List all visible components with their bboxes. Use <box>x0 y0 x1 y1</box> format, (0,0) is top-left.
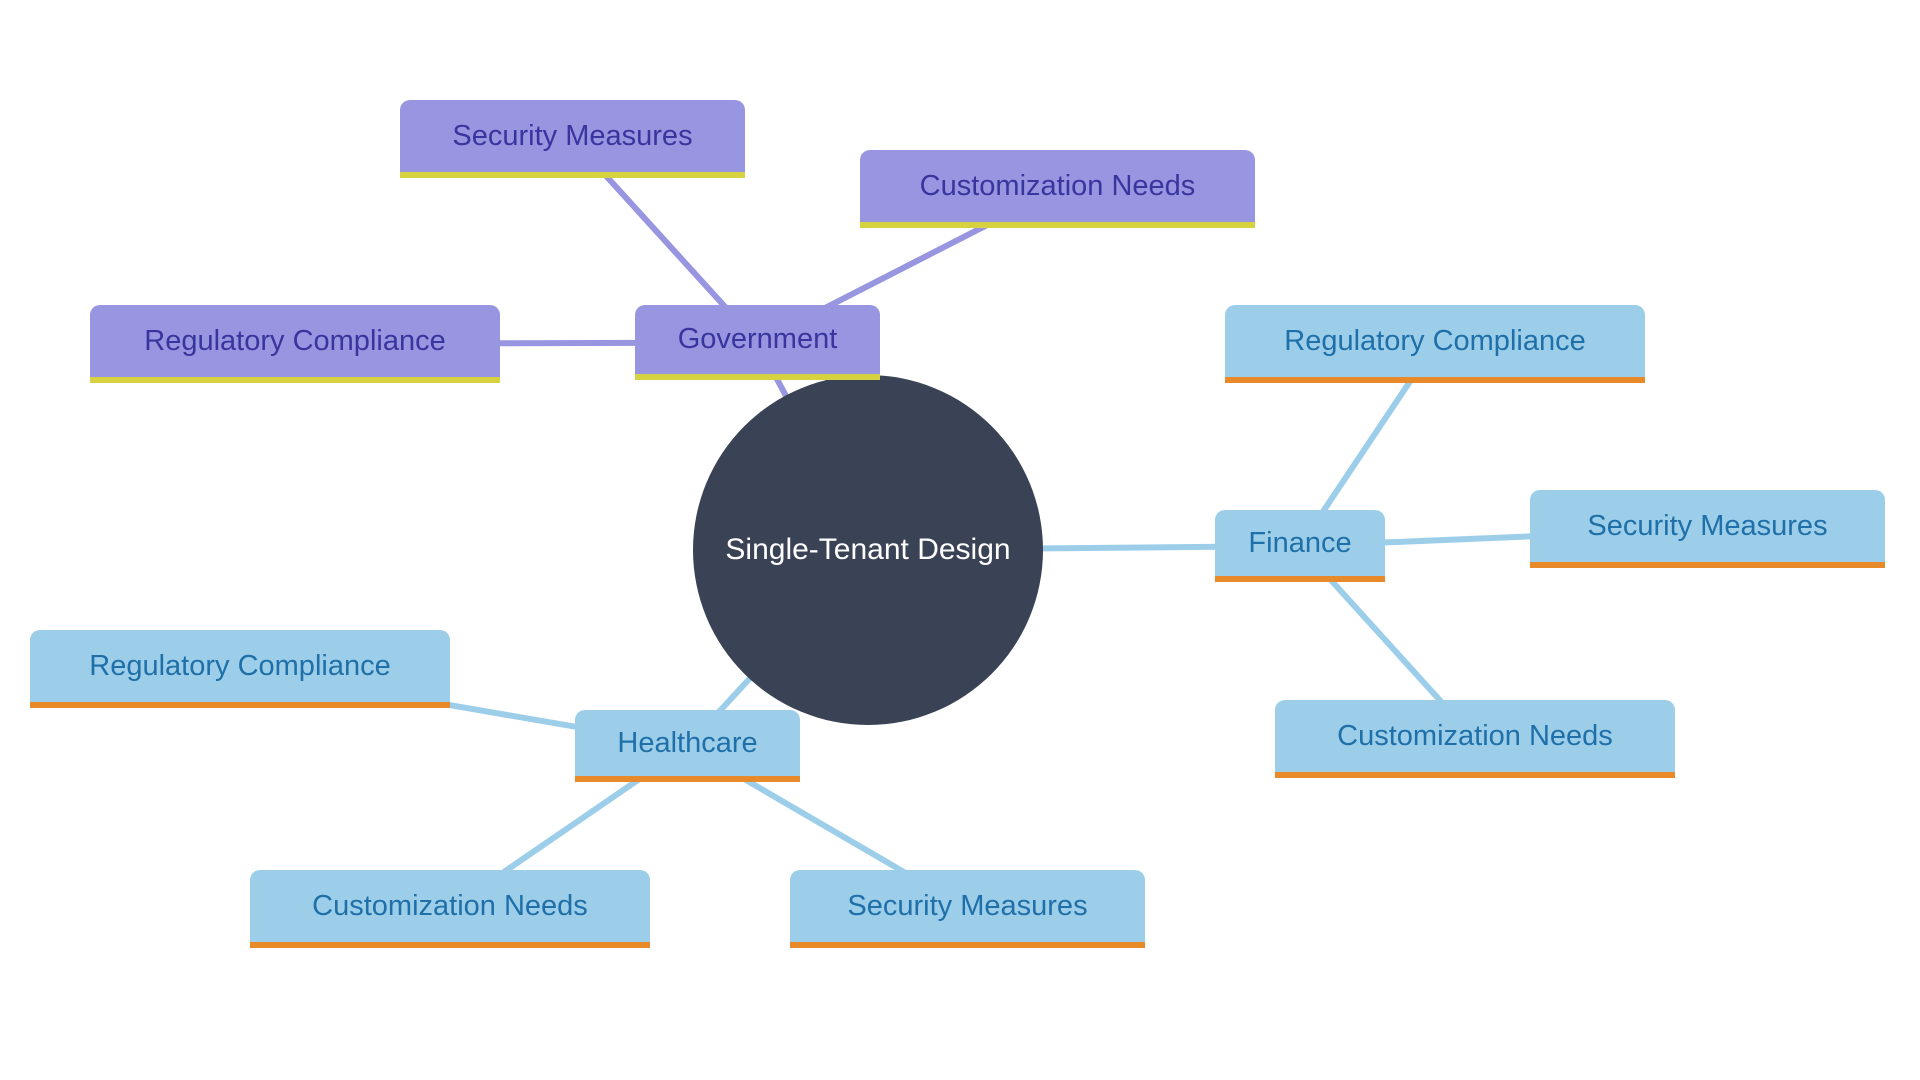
leaf-hc-sec: Security Measures <box>790 870 1145 948</box>
hub-healthcare-label: Healthcare <box>617 727 757 760</box>
leaf-hc-sec-label: Security Measures <box>847 890 1087 923</box>
center-node: Single-Tenant Design <box>693 375 1043 725</box>
leaf-fin-sec-label: Security Measures <box>1587 510 1827 543</box>
leaf-gov-reg-label: Regulatory Compliance <box>144 325 445 358</box>
leaf-fin-cust-label: Customization Needs <box>1337 720 1613 753</box>
leaf-gov-cust: Customization Needs <box>860 150 1255 228</box>
diagram-stage: Single-Tenant Design Government Regulatory… <box>0 0 1920 1080</box>
leaf-hc-reg: Regulatory Compliance <box>30 630 450 708</box>
hub-healthcare: Healthcare <box>575 710 800 782</box>
leaf-fin-reg: Regulatory Compliance <box>1225 305 1645 383</box>
center-node-label: Single-Tenant Design <box>725 533 1010 567</box>
leaf-hc-cust: Customization Needs <box>250 870 650 948</box>
hub-government-label: Government <box>678 323 838 356</box>
leaf-hc-reg-label: Regulatory Compliance <box>89 650 390 683</box>
leaf-gov-cust-label: Customization Needs <box>920 170 1196 203</box>
leaf-gov-reg: Regulatory Compliance <box>90 305 500 383</box>
hub-government: Government <box>635 305 880 380</box>
hub-finance-label: Finance <box>1248 527 1351 560</box>
leaf-hc-cust-label: Customization Needs <box>312 890 588 923</box>
leaf-fin-sec: Security Measures <box>1530 490 1885 568</box>
leaf-gov-sec-label: Security Measures <box>452 120 692 153</box>
leaf-fin-cust: Customization Needs <box>1275 700 1675 778</box>
hub-finance: Finance <box>1215 510 1385 582</box>
leaf-fin-reg-label: Regulatory Compliance <box>1284 325 1585 358</box>
leaf-gov-sec: Security Measures <box>400 100 745 178</box>
